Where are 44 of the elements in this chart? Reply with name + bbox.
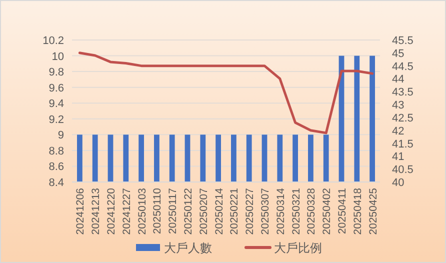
legend-label: 大戶比例 bbox=[274, 241, 322, 255]
y2-tick-label: 42 bbox=[392, 125, 404, 138]
x-tick-label: 20250214 bbox=[213, 188, 226, 235]
x-tick-label: 20250418 bbox=[352, 188, 364, 235]
y2-tick-label: 42.5 bbox=[392, 112, 414, 124]
y-tick-label: 9.2 bbox=[48, 114, 64, 126]
x-tick-label: 20241213 bbox=[90, 188, 102, 235]
y-tick-label: 8.6 bbox=[48, 161, 64, 174]
x-tick-label: 20250314 bbox=[274, 188, 287, 235]
y-tick-label: 9 bbox=[58, 130, 64, 142]
y-tick-label: 9.4 bbox=[48, 98, 64, 110]
x-tick-label: 20250411 bbox=[336, 188, 348, 234]
x-tick-label: 20250425 bbox=[367, 188, 380, 235]
y-tick-label: 10 bbox=[52, 50, 64, 63]
y2-tick-label: 41 bbox=[392, 151, 404, 164]
x-tick-label: 20241227 bbox=[120, 188, 133, 235]
x-tick-label: 20250402 bbox=[321, 188, 334, 235]
y-tick-label: 8.4 bbox=[48, 177, 64, 189]
x-tick-label: 20250227 bbox=[244, 188, 256, 235]
x-tick-label: 20250117 bbox=[167, 188, 180, 234]
legend-label: 大戶人數 bbox=[164, 241, 212, 255]
x-tick-label: 20250122 bbox=[182, 188, 194, 235]
x-tick-label: 20250307 bbox=[260, 188, 272, 235]
y2-tick-label: 45 bbox=[392, 48, 404, 60]
y2-tick-label: 40 bbox=[392, 177, 404, 189]
x-tick-label: 20250221 bbox=[228, 188, 241, 235]
y2-tick-label: 45.5 bbox=[392, 35, 414, 47]
x-tick-label: 20250207 bbox=[198, 188, 210, 235]
y2-tick-label: 44 bbox=[392, 74, 404, 86]
y-tick-label: 9.8 bbox=[48, 66, 64, 79]
y-tick-label: 9.6 bbox=[48, 82, 64, 94]
x-tick-label: 20250103 bbox=[136, 188, 148, 235]
y-tick-label: 10.2 bbox=[42, 35, 64, 47]
x-tick-label: 20241220 bbox=[106, 188, 118, 235]
x-tick-label: 20250328 bbox=[306, 188, 318, 235]
x-tick-label: 20250321 bbox=[290, 188, 302, 235]
y-tick-label: 8.8 bbox=[48, 145, 64, 158]
y2-tick-label: 44.5 bbox=[392, 60, 414, 73]
y2-tick-label: 41.5 bbox=[392, 138, 414, 150]
y2-tick-label: 43 bbox=[392, 100, 404, 112]
x-tick-label: 20250110 bbox=[152, 188, 164, 234]
y2-tick-label: 40.5 bbox=[392, 164, 414, 176]
x-tick-label: 20241206 bbox=[74, 188, 87, 235]
y2-tick-label: 43.5 bbox=[392, 86, 414, 99]
